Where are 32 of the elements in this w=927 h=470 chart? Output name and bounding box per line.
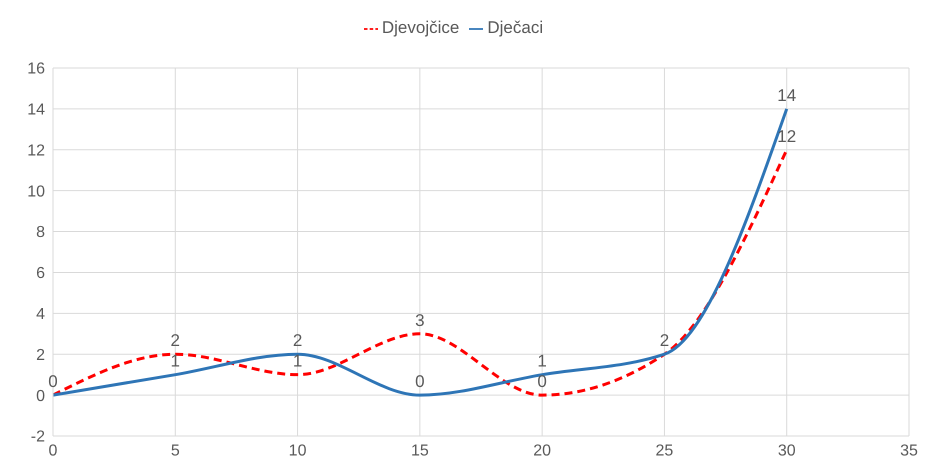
data-label: 2 [660,331,670,350]
y-tick-label: 16 [27,60,46,78]
x-tick-label: 10 [288,442,307,460]
data-label: 14 [777,86,796,105]
data-label: 0 [415,372,425,392]
data-label: 0 [48,372,58,392]
y-tick-label: 2 [36,346,46,364]
y-tick-label: 8 [36,224,46,242]
x-tick-label: 30 [778,442,796,460]
data-label: 3 [415,310,425,330]
y-tick-label: 12 [27,142,46,160]
data-label: 1 [292,352,302,371]
data-label: 12 [777,126,796,146]
x-tick-label: 5 [170,442,180,460]
y-tick-label: 6 [36,265,46,282]
x-tick-label: 0 [48,442,58,460]
y-tick-label: -2 [30,428,46,446]
data-label: 1 [170,352,180,371]
y-tick-label: 4 [36,306,46,324]
x-tick-label: 15 [410,442,429,460]
data-label: 2 [170,331,180,350]
y-tick-label: 10 [27,183,46,200]
y-tick-label: 0 [36,388,46,405]
legend-label: Dječaci [487,18,544,37]
data-label: 0 [537,372,547,392]
legend-label: Djevojčice [382,18,460,37]
y-tick-label: 14 [27,102,46,119]
x-tick-label: 25 [656,442,674,460]
data-label: 1 [537,352,547,371]
x-tick-label: 20 [533,442,552,460]
data-label: 2 [292,331,302,350]
x-tick-label: 35 [900,442,918,460]
